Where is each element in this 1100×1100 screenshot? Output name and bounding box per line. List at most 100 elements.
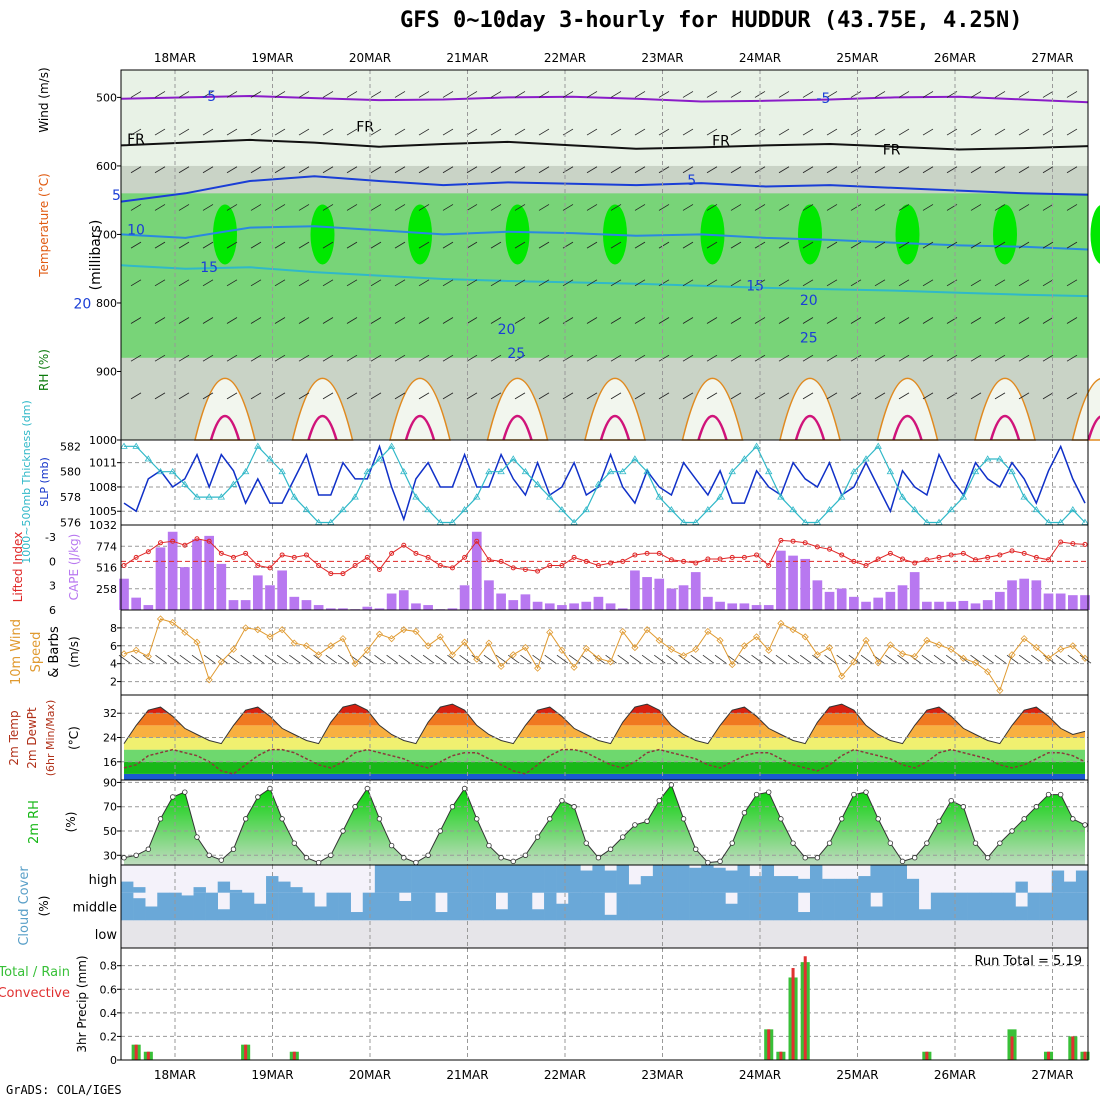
wind-barb: [610, 128, 622, 136]
wind-barb: [322, 392, 334, 400]
cloud-middle-bar: [568, 892, 581, 921]
date-label-top: 24MAR: [739, 51, 781, 65]
wind-barb: [898, 166, 910, 174]
cape-bar: [277, 570, 287, 610]
surface-wind-barb: [1006, 654, 1019, 664]
cape-tick-label: 774: [96, 540, 117, 553]
wind-barb: [178, 241, 190, 249]
lifted-index-point: [802, 540, 808, 546]
thickness-tick-label: 578: [60, 491, 81, 504]
isotherm-30: [404, 415, 436, 441]
cape-bar: [569, 603, 579, 610]
cape-bar: [703, 596, 713, 610]
lifted-index-point: [571, 554, 577, 560]
rh2m-point: [802, 855, 808, 861]
cape-bar: [690, 572, 701, 610]
cloud-level-label: low: [95, 928, 118, 943]
slp-frame: [120, 439, 1089, 526]
wind-barb: [1066, 241, 1078, 249]
cloud-high-bar: [386, 865, 400, 893]
rh2m-point: [303, 855, 310, 861]
wind-barb: [370, 241, 382, 249]
cloud-middle-bar: [882, 892, 895, 921]
wind-barb: [130, 128, 142, 136]
surface-wind-barb: [337, 654, 350, 664]
cloud-middle-bar: [386, 892, 400, 921]
cloud-high-bar: [616, 865, 629, 893]
wind-barb: [802, 317, 814, 324]
cloud-high-bar: [531, 865, 545, 893]
wind-barb: [394, 392, 406, 400]
cape-bar: [325, 608, 336, 610]
thickness-point: [923, 518, 931, 525]
lifted-index-point: [316, 562, 322, 568]
cape-bar: [751, 605, 762, 610]
wind-barb: [682, 354, 694, 362]
surface-wind-barb: [447, 654, 459, 664]
wind-barb: [826, 204, 838, 211]
wind-barb: [394, 317, 406, 324]
pressure-tick-label: 500: [96, 91, 117, 104]
wind-barb: [418, 317, 430, 324]
wind-barb: [826, 166, 838, 174]
cape-bar: [776, 550, 786, 610]
rh2m-point: [413, 859, 419, 866]
wind-speed-point: [850, 658, 858, 666]
cloud-middle-bar: [725, 903, 738, 921]
lifted-index-point: [218, 550, 224, 556]
lifted-index-point: [157, 540, 163, 546]
rh2m-unit-label: (%): [64, 812, 78, 833]
cloud-high-bar: [544, 865, 557, 893]
cape-bar: [313, 605, 324, 610]
cloud-middle-bar: [519, 892, 533, 921]
cloud-middle-bar: [797, 912, 811, 921]
cape-bar: [374, 608, 385, 610]
dry-convective-plume: [779, 377, 841, 441]
thickness-point: [412, 493, 420, 500]
cloud-high-bar: [822, 878, 835, 893]
lifted-index-point: [170, 538, 176, 544]
rh2m-point: [534, 834, 541, 840]
wind-speed-point: [801, 633, 809, 641]
cape-bar: [1055, 593, 1066, 610]
wind-barb: [1042, 317, 1054, 324]
wind-speed-point: [765, 646, 773, 654]
temp-color-band: [124, 749, 1085, 762]
cape-bar: [508, 600, 519, 610]
cape-bar: [788, 555, 798, 610]
rh2m-point: [1070, 816, 1076, 822]
surface-wind-barb: [179, 654, 192, 664]
wind-barb: [778, 354, 790, 362]
wind-barb: [1066, 204, 1078, 211]
cloud-middle-bar: [133, 898, 146, 921]
wind-barb: [154, 317, 166, 324]
cape-bar: [252, 575, 263, 610]
rh2m-point: [997, 840, 1003, 846]
lifted-index-point: [437, 562, 443, 568]
wind-barb: [490, 354, 502, 362]
lifted-index-point: [839, 552, 845, 558]
rh2m-point: [778, 816, 784, 822]
cape-bar: [958, 600, 969, 610]
cape-bar: [265, 585, 275, 610]
wind-barb: [1042, 392, 1054, 400]
wind-barb: [946, 354, 958, 362]
cape-bar: [593, 596, 604, 610]
wind-speed-point: [935, 641, 943, 649]
thickness-line: [124, 445, 1086, 524]
surface-wind-barb: [362, 654, 374, 664]
wind-barb: [442, 128, 454, 136]
wind-barb: [610, 279, 622, 287]
wind-barb: [1042, 128, 1054, 136]
surface-wind-barb: [641, 654, 654, 664]
cape-bar: [398, 590, 409, 610]
wind-barb: [826, 279, 838, 287]
wind-barb: [682, 241, 694, 249]
cloud-middle-bar: [169, 892, 182, 921]
cape-bar: [447, 608, 458, 610]
cloud-middle-bar: [773, 892, 787, 921]
cape-bar: [861, 601, 871, 610]
wind-speed-point: [473, 655, 481, 663]
wind-axis-label-d: (m/s): [67, 636, 81, 667]
rh2m-point: [157, 816, 164, 822]
